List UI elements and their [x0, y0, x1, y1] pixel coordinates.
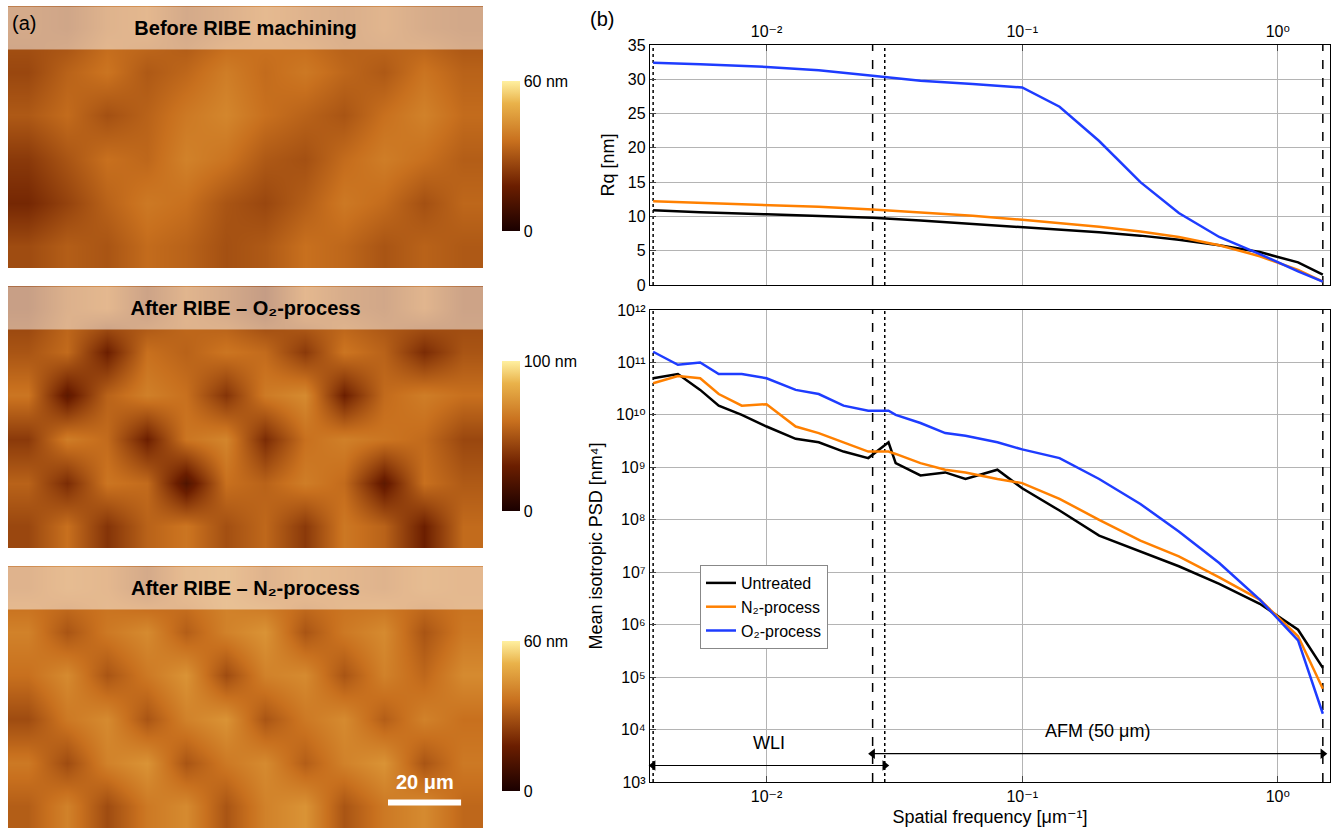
svg-text:10⁷: 10⁷ — [622, 564, 646, 581]
svg-text:Rq [nm]: Rq [nm] — [598, 133, 618, 196]
svg-text:10⁻²: 10⁻² — [751, 788, 783, 805]
svg-text:20: 20 — [628, 139, 646, 156]
svg-text:10⁻²: 10⁻² — [751, 23, 783, 40]
svg-text:(b): (b) — [590, 8, 614, 30]
svg-text:After RIBE – N₂-process: After RIBE – N₂-process — [131, 577, 360, 599]
svg-text:20 μm: 20 μm — [396, 771, 454, 793]
svg-text:(a): (a) — [12, 12, 36, 34]
svg-text:0: 0 — [524, 223, 533, 240]
svg-text:35: 35 — [628, 37, 646, 54]
svg-text:Mean isotropic PSD [nm⁴]: Mean isotropic PSD [nm⁴] — [586, 443, 606, 650]
svg-text:100 nm: 100 nm — [524, 353, 577, 370]
svg-text:0: 0 — [524, 503, 533, 520]
svg-text:10⁶: 10⁶ — [621, 616, 645, 633]
svg-text:N₂-process: N₂-process — [741, 599, 820, 616]
svg-text:10⁵: 10⁵ — [621, 669, 645, 686]
svg-text:O₂-process: O₂-process — [741, 623, 821, 640]
svg-text:Spatial frequency [μm⁻¹]: Spatial frequency [μm⁻¹] — [893, 807, 1088, 827]
svg-text:5: 5 — [637, 242, 646, 259]
svg-text:10: 10 — [628, 208, 646, 225]
svg-text:After RIBE – O₂-process: After RIBE – O₂-process — [130, 297, 360, 319]
svg-text:60 nm: 60 nm — [524, 633, 568, 650]
svg-text:30: 30 — [628, 71, 646, 88]
svg-text:AFM (50 μm): AFM (50 μm) — [1045, 721, 1150, 741]
svg-text:10⁰: 10⁰ — [1266, 23, 1290, 40]
svg-text:Untreated: Untreated — [741, 575, 811, 592]
svg-text:10¹²: 10¹² — [617, 302, 646, 319]
svg-text:25: 25 — [628, 105, 646, 122]
svg-text:0: 0 — [524, 783, 533, 800]
svg-text:10⁸: 10⁸ — [621, 511, 646, 528]
svg-text:WLI: WLI — [753, 733, 785, 753]
svg-text:10³: 10³ — [622, 774, 646, 791]
svg-text:10⁻¹: 10⁻¹ — [1006, 788, 1038, 805]
svg-text:10⁴: 10⁴ — [621, 721, 646, 738]
svg-text:60 nm: 60 nm — [524, 73, 568, 90]
svg-text:0: 0 — [637, 277, 646, 294]
svg-text:10⁻¹: 10⁻¹ — [1006, 23, 1038, 40]
svg-text:15: 15 — [628, 174, 646, 191]
svg-text:10⁹: 10⁹ — [621, 459, 646, 476]
svg-text:10¹⁰: 10¹⁰ — [616, 406, 646, 423]
svg-text:10⁰: 10⁰ — [1266, 788, 1290, 805]
svg-text:Before RIBE machining: Before RIBE machining — [134, 17, 356, 39]
svg-text:10¹¹: 10¹¹ — [617, 354, 645, 371]
